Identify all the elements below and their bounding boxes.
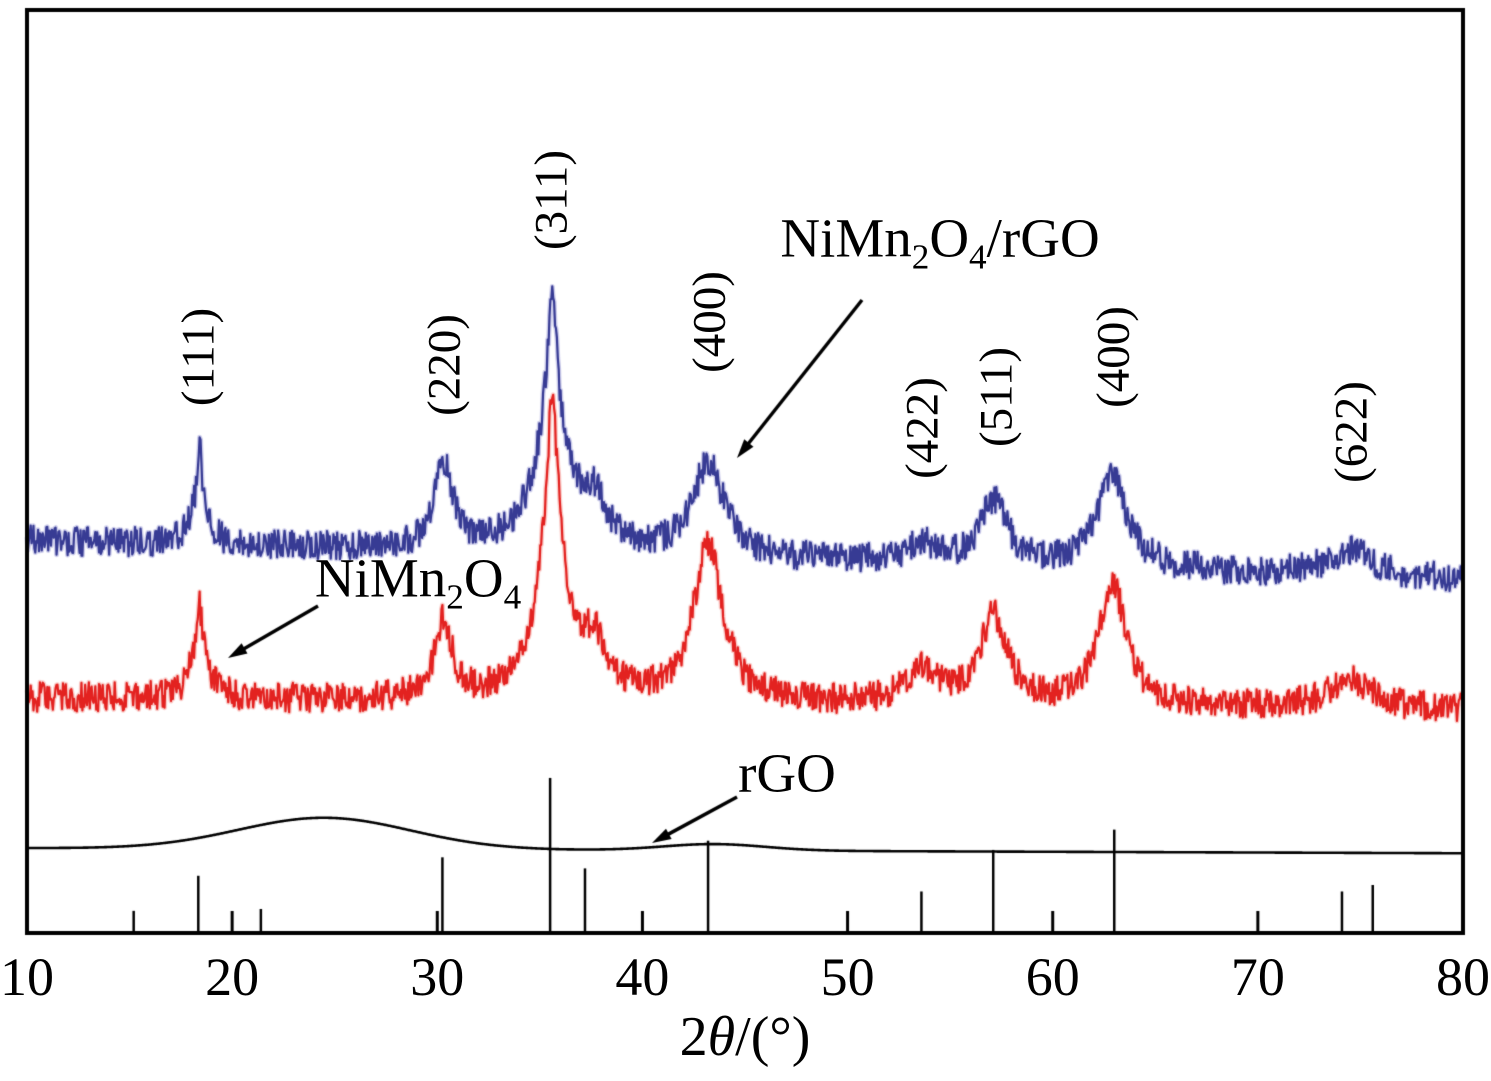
peak-label-3: (400): [683, 271, 736, 373]
peak-label-1: (220): [418, 314, 471, 416]
peak-label-0: (111): [172, 307, 225, 407]
x-tick-label-20: 20: [205, 947, 260, 1007]
peak-label-4: (422): [896, 377, 949, 479]
peak-label-6: (400): [1087, 306, 1140, 408]
peak-label-5: (511): [970, 346, 1023, 448]
x-tick-label-70: 70: [1230, 947, 1285, 1007]
x-tick-label-40: 40: [615, 947, 670, 1007]
x-tick-label-50: 50: [820, 947, 875, 1007]
x-tick-label-60: 60: [1025, 947, 1080, 1007]
x-tick-label-10: 10: [0, 947, 54, 1007]
x-tick-label-30: 30: [410, 947, 465, 1007]
x-tick-label-80: 80: [1436, 947, 1490, 1007]
x-axis-title: 2θ/(°): [679, 1006, 811, 1068]
annotation-nimn2o4: NiMn2O4: [314, 547, 522, 617]
peak-label-7: (622): [1325, 381, 1378, 483]
peak-label-2: (311): [525, 149, 578, 251]
annotation-nimn2o4-rgo: NiMn2O4/rGO: [780, 207, 1100, 277]
annotation-rgo: rGO: [738, 742, 836, 804]
